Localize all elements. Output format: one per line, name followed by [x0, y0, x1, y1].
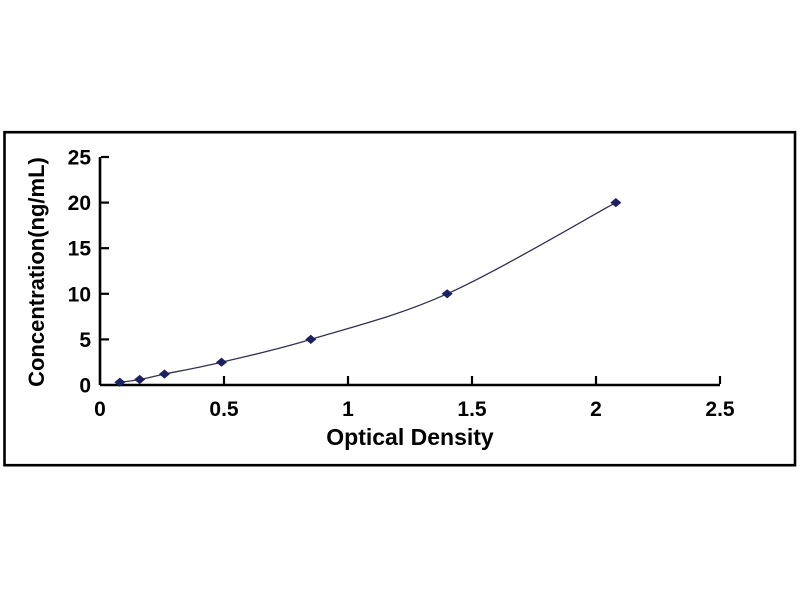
y-axis-title: Concentration(ng/mL): [24, 157, 49, 387]
x-tick-label: 0: [94, 398, 106, 421]
x-axis-title: Optical Density: [326, 424, 494, 450]
y-tick-label: 20: [68, 192, 91, 215]
standard-curve-line: [119, 202, 617, 383]
data-point-marker: [158, 369, 170, 379]
y-tick-label: 0: [79, 375, 91, 398]
data-point-marker: [441, 289, 453, 299]
data-point-marker: [114, 377, 126, 387]
x-tick-label: 0.5: [209, 398, 239, 421]
y-tick-label: 5: [79, 329, 91, 352]
x-tick-label: 2.5: [705, 398, 735, 421]
y-tick-label: 25: [68, 147, 92, 170]
plot-frame: [3, 130, 797, 467]
y-tick-label: 15: [68, 238, 92, 261]
data-point-marker: [216, 357, 228, 367]
data-point-marker: [610, 198, 622, 208]
y-tick-label: 10: [68, 283, 91, 306]
x-tick-label: 1.5: [457, 398, 487, 421]
x-tick-label: 1: [342, 398, 354, 421]
data-point-marker: [305, 334, 317, 344]
x-tick-label: 2: [590, 398, 602, 421]
data-point-marker: [134, 374, 146, 385]
